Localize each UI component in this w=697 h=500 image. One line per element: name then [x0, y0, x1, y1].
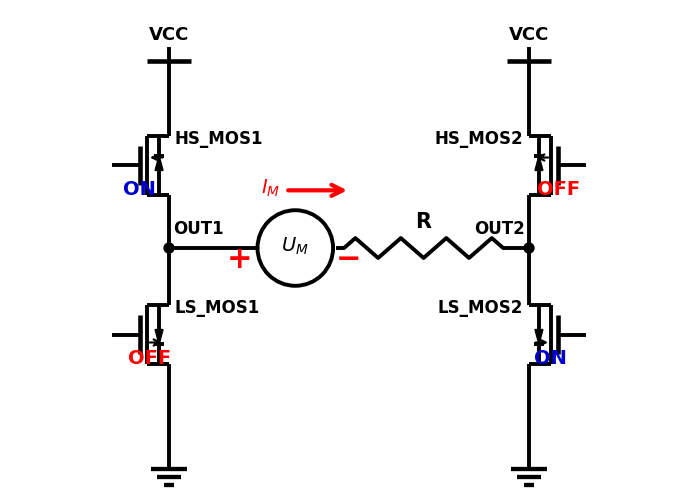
Text: $I_M$: $I_M$	[261, 178, 280, 199]
Circle shape	[524, 243, 534, 253]
Text: −: −	[336, 246, 362, 274]
Text: HS_MOS1: HS_MOS1	[175, 130, 263, 148]
Text: +: +	[227, 246, 252, 274]
Polygon shape	[535, 330, 543, 344]
Text: HS_MOS2: HS_MOS2	[434, 130, 523, 148]
Text: VCC: VCC	[149, 26, 189, 44]
Text: OUT1: OUT1	[173, 220, 224, 238]
Polygon shape	[535, 156, 543, 170]
Circle shape	[164, 243, 174, 253]
Text: OUT2: OUT2	[474, 220, 525, 238]
Text: VCC: VCC	[509, 26, 549, 44]
Text: ON: ON	[535, 350, 567, 368]
Text: LS_MOS1: LS_MOS1	[175, 298, 260, 316]
Polygon shape	[155, 156, 163, 170]
Text: R: R	[415, 212, 431, 232]
Text: OFF: OFF	[537, 180, 581, 200]
Text: ON: ON	[123, 180, 155, 200]
Text: LS_MOS2: LS_MOS2	[438, 298, 523, 316]
Polygon shape	[155, 330, 163, 344]
Text: $U_M$: $U_M$	[282, 236, 309, 256]
Text: OFF: OFF	[128, 350, 171, 368]
